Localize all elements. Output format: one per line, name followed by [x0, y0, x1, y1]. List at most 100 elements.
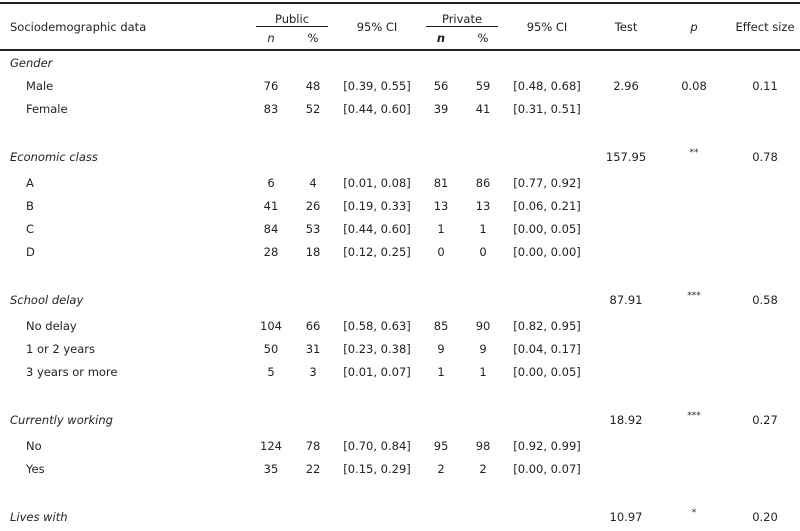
private-pct: 98	[475, 438, 491, 453]
header-test: Test	[590, 2, 663, 51]
row-label: A	[26, 175, 34, 190]
effect-size: 0.20	[752, 510, 778, 524]
p-value: ***	[687, 411, 701, 421]
public-pct: 3	[309, 364, 317, 379]
public-pct: 18	[305, 244, 321, 259]
row-label: B	[26, 198, 34, 213]
private-n: 39	[433, 101, 449, 116]
public-n: 6	[267, 175, 275, 190]
spacer-row	[0, 120, 800, 143]
private-pct: 0	[479, 244, 487, 259]
public-ci: [0.58, 0.63]	[343, 318, 411, 333]
public-n: 50	[263, 341, 279, 356]
header-public-pct: %	[292, 27, 335, 51]
public-n: 84	[263, 221, 279, 236]
test-value: 157.95	[605, 150, 647, 164]
table-row-working-yes: Yes 35 22 [0.15, 0.29] 2 2 [0.00, 0.07]	[0, 457, 800, 480]
table-row-class-c: C 84 53 [0.44, 0.60] 1 1 [0.00, 0.05]	[0, 217, 800, 240]
row-label: 3 years or more	[26, 364, 118, 379]
test-value: 87.91	[609, 293, 643, 307]
category-label: Lives with	[10, 510, 68, 524]
public-ci: [0.15, 0.29]	[343, 461, 411, 476]
private-ci: [0.06, 0.21]	[513, 198, 581, 213]
private-ci: [0.00, 0.00]	[513, 244, 581, 259]
table-row-working-no: No 124 78 [0.70, 0.84] 95 98 [0.92, 0.99…	[0, 434, 800, 457]
spacer-row	[0, 480, 800, 503]
public-pct: 78	[305, 438, 321, 453]
header-public-n: n	[250, 27, 292, 51]
category-row-lives-with: Lives with 10.97 * 0.20	[0, 503, 800, 531]
public-n: 41	[263, 198, 279, 213]
category-label: Currently working	[10, 413, 113, 427]
public-ci: [0.23, 0.38]	[343, 341, 411, 356]
public-pct: 31	[305, 341, 321, 356]
category-row-economic-class: Economic class 157.95 ** 0.78	[0, 143, 800, 171]
public-ci: [0.39, 0.55]	[343, 78, 411, 93]
private-pct: 9	[479, 341, 487, 356]
row-label: No	[26, 438, 42, 453]
table-row-male: Male 76 48 [0.39, 0.55] 56 59 [0.48, 0.6…	[0, 74, 800, 97]
public-n: 76	[263, 78, 279, 93]
private-n: 95	[433, 438, 449, 453]
private-n: 1	[437, 364, 445, 379]
public-pct: 48	[305, 78, 321, 93]
private-ci: [0.92, 0.99]	[513, 438, 581, 453]
public-pct: 22	[305, 461, 321, 476]
public-ci: [0.01, 0.08]	[343, 175, 411, 190]
row-label: 1 or 2 years	[26, 341, 96, 356]
public-ci: [0.01, 0.07]	[343, 364, 411, 379]
table-row-class-b: B 41 26 [0.19, 0.33] 13 13 [0.06, 0.21]	[0, 194, 800, 217]
public-pct: 66	[305, 318, 321, 333]
spacer-row	[0, 383, 800, 406]
public-pct: 53	[305, 221, 321, 236]
private-pct: 1	[479, 364, 487, 379]
category-label: Gender	[10, 55, 53, 70]
header-public-ci: 95% CI	[334, 2, 421, 51]
header-private-pct: %	[462, 27, 505, 51]
row-label: C	[26, 221, 35, 236]
public-ci: [0.70, 0.84]	[343, 438, 411, 453]
p-value: *	[691, 508, 697, 518]
private-n: 81	[433, 175, 449, 190]
private-n: 13	[433, 198, 449, 213]
header-label: Sociodemographic data	[0, 2, 250, 51]
test-value: 18.92	[609, 413, 643, 427]
private-pct: 59	[475, 78, 491, 93]
public-ci: [0.19, 0.33]	[343, 198, 411, 213]
effect-size: 0.58	[752, 293, 778, 307]
row-label: Male	[26, 78, 54, 93]
header-p: p	[662, 2, 727, 51]
private-n: 9	[437, 341, 445, 356]
row-label: D	[26, 244, 35, 259]
private-pct: 41	[475, 101, 491, 116]
private-pct: 90	[475, 318, 491, 333]
private-ci: [0.00, 0.05]	[513, 221, 581, 236]
public-ci: [0.12, 0.25]	[343, 244, 411, 259]
table-row-1-or-2-years: 1 or 2 years 50 31 [0.23, 0.38] 9 9 [0.0…	[0, 337, 800, 360]
private-n: 56	[433, 78, 449, 93]
private-ci: [0.00, 0.05]	[513, 364, 581, 379]
public-n: 124	[260, 438, 282, 453]
table-row-3-years-or-more: 3 years or more 5 3 [0.01, 0.07] 1 1 [0.…	[0, 360, 800, 383]
public-n: 104	[260, 318, 282, 333]
public-ci: [0.44, 0.60]	[343, 101, 411, 116]
public-n: 35	[263, 461, 279, 476]
public-pct: 52	[305, 101, 321, 116]
public-pct: 4	[309, 175, 317, 190]
p-value: **	[689, 148, 699, 158]
p-value: 0.08	[681, 78, 707, 93]
public-n: 83	[263, 101, 279, 116]
header-private-n: n	[420, 27, 463, 51]
public-ci: [0.44, 0.60]	[343, 221, 411, 236]
private-ci: [0.77, 0.92]	[513, 175, 581, 190]
header-public: Public	[250, 2, 335, 27]
effect-size: 0.11	[752, 78, 778, 93]
private-ci: [0.04, 0.17]	[513, 341, 581, 356]
private-pct: 1	[479, 221, 487, 236]
spacer-row	[0, 263, 800, 286]
row-label: No delay	[26, 318, 77, 333]
private-ci: [0.00, 0.07]	[513, 461, 581, 476]
effect-size: 0.78	[752, 150, 778, 164]
